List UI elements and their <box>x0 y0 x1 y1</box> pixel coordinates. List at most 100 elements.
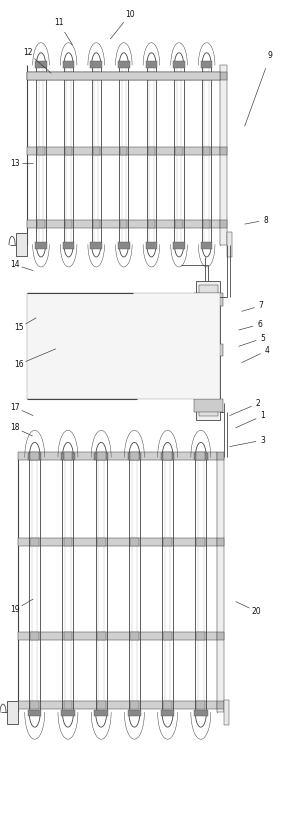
Text: 14: 14 <box>10 260 20 270</box>
Bar <box>110 373 147 380</box>
Bar <box>217 457 224 712</box>
Bar <box>203 72 210 80</box>
Bar <box>130 452 139 460</box>
Bar <box>27 72 220 80</box>
Bar <box>227 232 232 257</box>
Bar <box>90 242 102 249</box>
Bar <box>199 285 218 416</box>
Bar <box>163 452 172 460</box>
Bar <box>63 452 72 460</box>
Bar <box>63 701 72 709</box>
Bar <box>173 61 185 68</box>
Bar <box>163 632 172 640</box>
Bar <box>194 710 207 716</box>
Bar <box>61 453 75 460</box>
Bar <box>130 632 139 640</box>
Text: 10: 10 <box>125 10 135 20</box>
Bar <box>35 242 47 249</box>
Bar <box>90 61 102 68</box>
Bar <box>175 220 183 228</box>
Bar <box>156 323 168 362</box>
Text: 15: 15 <box>14 323 24 333</box>
Bar <box>7 701 18 724</box>
Bar <box>65 72 72 80</box>
Bar <box>173 242 185 249</box>
Bar <box>65 220 72 228</box>
Bar <box>28 453 41 460</box>
Bar <box>112 310 145 356</box>
Text: 1: 1 <box>260 411 265 421</box>
Bar <box>63 538 72 546</box>
Bar <box>217 452 224 460</box>
Text: 11: 11 <box>54 18 64 28</box>
Text: 20: 20 <box>251 606 261 616</box>
Bar <box>194 453 207 460</box>
Bar <box>95 453 108 460</box>
Bar <box>30 452 39 460</box>
Bar <box>146 61 157 68</box>
Bar <box>203 220 210 228</box>
Bar <box>97 701 106 709</box>
Bar <box>217 538 224 546</box>
Bar <box>18 701 217 709</box>
Bar <box>118 61 130 68</box>
Bar <box>217 632 224 640</box>
Bar <box>146 242 157 249</box>
Bar <box>93 147 100 155</box>
Bar <box>128 453 141 460</box>
Text: 12: 12 <box>23 48 33 58</box>
Bar <box>224 700 229 725</box>
Bar <box>201 61 212 68</box>
Bar <box>97 452 106 460</box>
Bar <box>27 72 220 80</box>
Bar <box>63 61 74 68</box>
Text: 13: 13 <box>10 158 20 168</box>
Bar <box>120 72 127 80</box>
Bar <box>130 538 139 546</box>
Text: 16: 16 <box>14 359 24 369</box>
Bar <box>203 147 210 155</box>
Bar <box>93 72 100 80</box>
Bar <box>120 220 127 228</box>
Text: 8: 8 <box>263 215 268 225</box>
Bar <box>97 632 106 640</box>
Bar <box>35 61 47 68</box>
Bar <box>175 147 183 155</box>
Bar <box>63 242 74 249</box>
Bar <box>148 147 155 155</box>
Bar <box>37 72 45 80</box>
Bar <box>201 242 212 249</box>
Bar <box>109 379 181 384</box>
Bar <box>63 632 72 640</box>
Text: 3: 3 <box>260 435 265 445</box>
Text: 17: 17 <box>10 403 20 412</box>
Bar <box>27 220 220 228</box>
Text: 6: 6 <box>257 319 262 329</box>
Bar <box>18 632 217 640</box>
Bar <box>116 356 120 364</box>
Bar <box>194 344 223 355</box>
Bar <box>148 220 155 228</box>
Bar <box>217 701 224 709</box>
Bar <box>18 538 217 546</box>
Bar <box>30 701 39 709</box>
Bar <box>97 538 106 546</box>
Bar <box>95 710 108 716</box>
Bar <box>128 710 141 716</box>
Bar <box>154 318 171 367</box>
Bar <box>175 72 183 80</box>
Text: 7: 7 <box>259 301 264 311</box>
Bar <box>220 147 227 155</box>
Bar <box>110 352 140 374</box>
Bar <box>196 452 205 460</box>
Bar <box>194 293 223 306</box>
Text: 4: 4 <box>265 346 270 355</box>
Bar <box>30 538 39 546</box>
Bar <box>28 710 41 716</box>
Bar <box>123 356 127 364</box>
Bar <box>220 65 227 244</box>
Bar <box>65 147 72 155</box>
Bar <box>118 242 130 249</box>
Bar <box>163 538 172 546</box>
Bar <box>163 701 172 709</box>
